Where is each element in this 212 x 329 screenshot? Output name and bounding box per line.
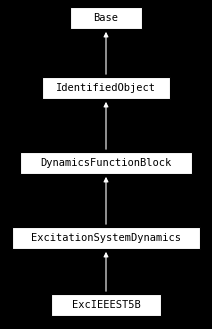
FancyBboxPatch shape	[70, 7, 142, 29]
Text: ExcIEEEST5B: ExcIEEEST5B	[72, 300, 140, 310]
FancyBboxPatch shape	[12, 227, 200, 249]
Text: ExcitationSystemDynamics: ExcitationSystemDynamics	[31, 233, 181, 243]
FancyBboxPatch shape	[42, 77, 170, 99]
FancyBboxPatch shape	[51, 294, 161, 316]
FancyBboxPatch shape	[20, 152, 192, 174]
Text: IdentifiedObject: IdentifiedObject	[56, 83, 156, 93]
Text: DynamicsFunctionBlock: DynamicsFunctionBlock	[40, 158, 172, 168]
Text: Base: Base	[93, 13, 119, 23]
